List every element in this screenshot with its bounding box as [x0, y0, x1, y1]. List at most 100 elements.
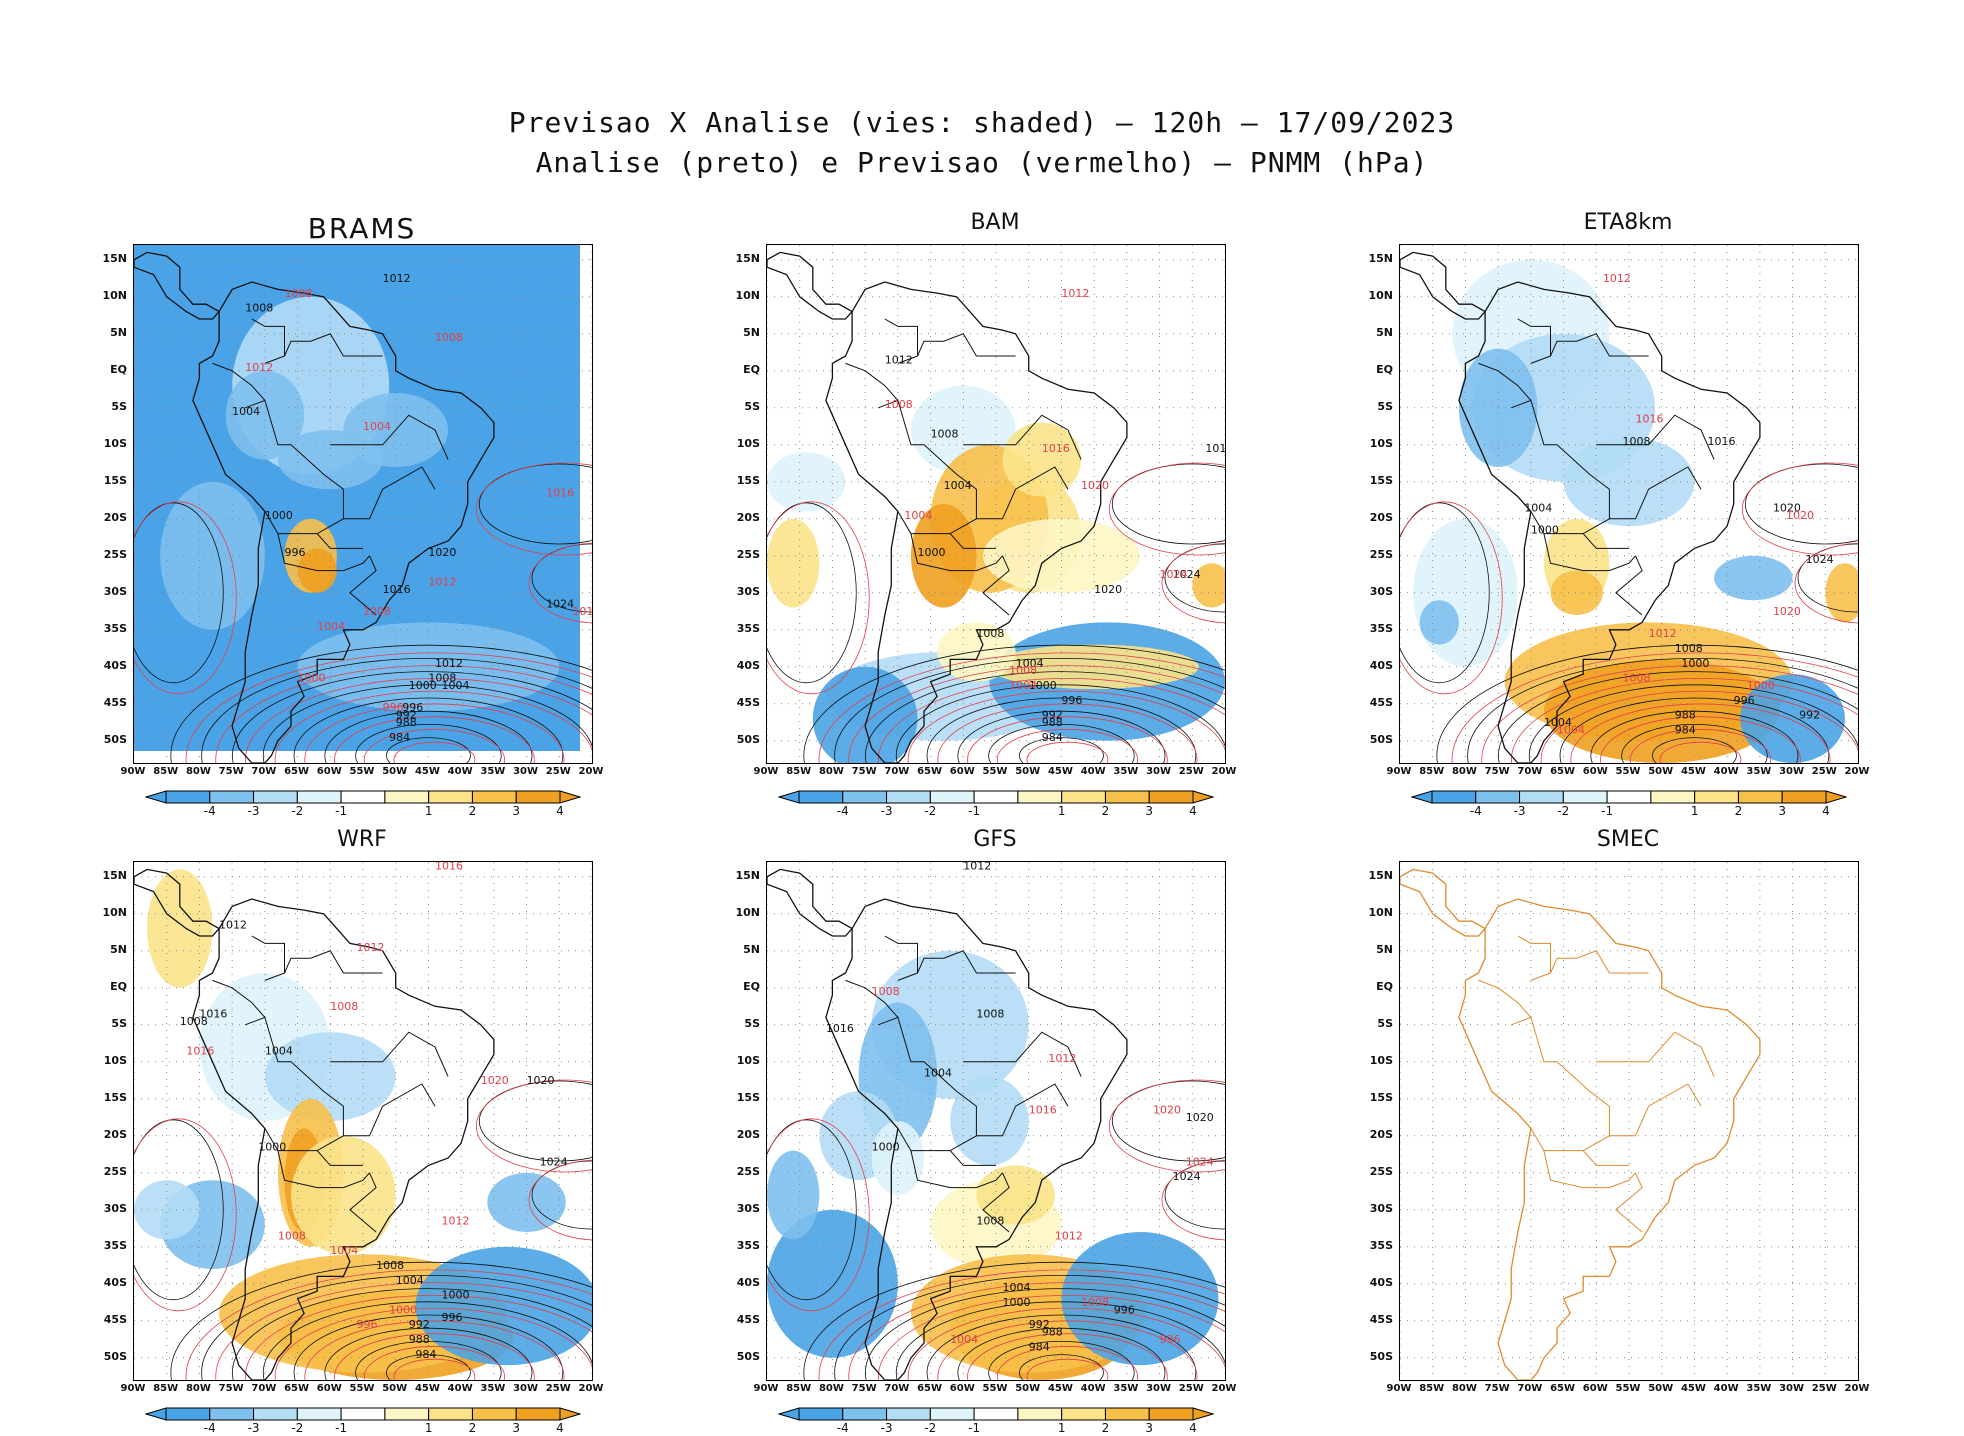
colorbar-bin	[296, 1407, 342, 1421]
lat-label: 15S	[103, 473, 127, 487]
colorbar-bin	[1148, 1407, 1194, 1421]
bias-shading-blob	[160, 481, 265, 630]
map-canvas-eta8km: 1012 1008 1004 1000 1016 1020 1024 1008 1004 1000…	[1400, 245, 1858, 763]
main-title-line-2: Analise (preto) e Previsao (vermelho) — …	[535, 146, 1429, 179]
analysis-contour-label: 996	[1061, 694, 1082, 707]
panel-title-eta8km: ETA8km	[1583, 210, 1673, 235]
forecast-contour-label: 1020	[1773, 605, 1801, 618]
analysis-contour-label: 1008	[245, 302, 273, 315]
lon-label: 35W	[1746, 1383, 1772, 1394]
lat-label: 40S	[1369, 658, 1393, 672]
colorbar-bin	[929, 790, 975, 804]
forecast-contour-label: 1024	[1160, 568, 1188, 581]
lat-label: 5S	[111, 1016, 127, 1030]
analysis-isobar	[531, 1160, 592, 1230]
analysis-contour-label: 996	[442, 1311, 463, 1324]
forecast-isobar	[1540, 690, 1858, 763]
analysis-contour-label: 1004	[924, 1067, 952, 1080]
analysis-contour-label: 988	[1042, 716, 1063, 729]
country-border	[1609, 1083, 1702, 1137]
colorbar-bin	[842, 790, 888, 804]
country-border	[330, 414, 449, 460]
colorbar-tick-label: 2	[1101, 804, 1110, 818]
forecast-contour-label: 1004	[1009, 679, 1037, 692]
country-border	[251, 935, 285, 981]
central-america-coastline	[1400, 868, 1487, 937]
lon-label: 60W	[316, 766, 342, 777]
map-canvas-bam: 1012100810041000101610201024100810041000…	[767, 245, 1225, 763]
lon-label: 25W	[1811, 1383, 1837, 1394]
analysis-contour-label: 1024	[1806, 553, 1834, 566]
lat-label: EQ	[743, 362, 760, 376]
bias-shading-blob	[1419, 600, 1459, 645]
colorbar-bin	[165, 1407, 211, 1421]
country-border	[976, 466, 1069, 520]
analysis-contour-label: 984	[1029, 1340, 1050, 1353]
lat-label: EQ	[743, 979, 760, 993]
analysis-isobar	[834, 1275, 1225, 1380]
bias-shading-blob	[1061, 1232, 1219, 1366]
forecast-contour-label: 1012	[356, 941, 384, 954]
lon-label: 25W	[545, 1383, 571, 1394]
lat-label: 50S	[1369, 1349, 1393, 1363]
forecast-contour-label: 1016	[572, 605, 592, 618]
forecast-contour-label: 1008	[885, 398, 913, 411]
lat-label: 5N	[110, 942, 127, 956]
lat-label: 25S	[1369, 547, 1393, 561]
bias-shading-blob	[487, 1172, 566, 1232]
lat-label: 25S	[103, 547, 127, 561]
colorbar-bin	[384, 790, 430, 804]
lon-label: 20W	[1211, 766, 1237, 777]
analysis-isobar	[1797, 543, 1858, 613]
colorbar-tick-label: -3	[880, 804, 893, 818]
lat-label: 5N	[743, 325, 760, 339]
forecast-contour-label: 1024	[1186, 1155, 1214, 1168]
analysis-contour-label: 1024	[540, 1155, 568, 1168]
colorbar-bin	[384, 1407, 430, 1421]
colorbar-max-arrow	[1192, 1407, 1214, 1421]
lon-label: 35W	[1113, 766, 1139, 777]
colorbar-tick-label: 3	[512, 1421, 521, 1435]
analysis-isobar	[957, 710, 1166, 763]
colorbar-min-arrow	[778, 790, 800, 804]
colorbar-bin	[798, 1407, 844, 1421]
analysis-isobar	[324, 1327, 533, 1380]
colorbar-bin	[842, 1407, 888, 1421]
colorbar-bin	[471, 790, 517, 804]
lat-label: 20S	[736, 1127, 760, 1141]
lat-label: 5S	[744, 1016, 760, 1030]
colorbar-bin	[1694, 790, 1739, 804]
forecast-contour-label: 1012	[1055, 1229, 1083, 1242]
colorbar-bin	[1606, 790, 1652, 804]
forecast-isobar	[528, 1159, 592, 1241]
forecast-isobar	[475, 1079, 592, 1173]
analysis-isobar	[1621, 724, 1768, 763]
country-border	[349, 555, 377, 616]
lon-label: 50W	[1015, 766, 1041, 777]
analysis-isobar	[1164, 543, 1225, 613]
lon-label: 55W	[1615, 1383, 1641, 1394]
lat-label: 35S	[1369, 621, 1393, 635]
colorbar-bin	[1562, 790, 1608, 804]
analysis-isobar	[324, 710, 533, 763]
country-border	[1478, 979, 1532, 1018]
analysis-contour-label: 1008	[428, 672, 456, 685]
lat-label: 5S	[1377, 1016, 1393, 1030]
lat-label: 50S	[736, 732, 760, 746]
lat-label: 30S	[736, 1201, 760, 1215]
analysis-contour-label: 1004	[232, 405, 260, 418]
analysis-contour-label: 992	[1042, 709, 1063, 722]
analysis-isobar	[170, 1261, 592, 1380]
colorbar-tick-label: -1	[1601, 804, 1614, 818]
forecast-isobar	[185, 652, 592, 763]
lon-label: 35W	[480, 1383, 506, 1394]
colorbar-bin	[929, 1407, 975, 1421]
lat-label: 35S	[103, 621, 127, 635]
lon-label: 60W	[316, 1383, 342, 1394]
analysis-contour-label: 984	[415, 1348, 436, 1361]
colorbar-tick-label: -1	[968, 804, 981, 818]
forecast-isobar	[304, 1320, 565, 1380]
main-title-line-1: Previsao X Analise (vies: shaded) — 120h…	[508, 106, 1456, 139]
country-border	[878, 399, 996, 549]
country-border	[1615, 555, 1643, 616]
